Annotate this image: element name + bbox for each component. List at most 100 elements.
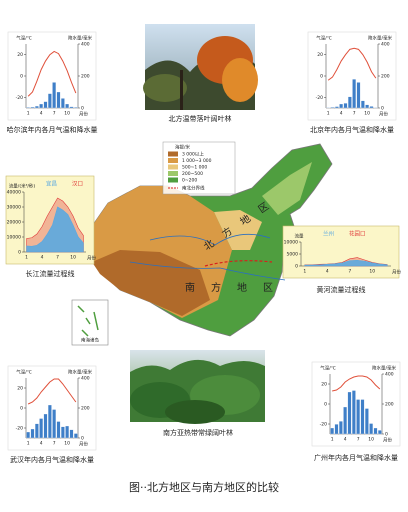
- chart-frame: [282, 225, 400, 279]
- precip-bar: [56, 91, 61, 109]
- y2-axis-label: 降水量/毫米: [68, 369, 93, 376]
- legend-label: 0~200: [182, 178, 197, 184]
- chart-frame: [307, 31, 397, 121]
- x-tick-label: 4: [340, 111, 343, 117]
- x-tick-label: 4: [344, 437, 347, 443]
- precip-bar: [52, 82, 57, 109]
- precip-bar: [377, 430, 382, 435]
- precip-bar: [43, 101, 48, 109]
- precip-bar: [65, 103, 70, 109]
- y-axis-label: 流量/(米³/秒): [9, 183, 36, 190]
- precip-bar: [334, 424, 339, 435]
- photo-north: [143, 24, 258, 110]
- y-axis-label: 气温/℃: [16, 35, 32, 42]
- temperature-line: [27, 378, 77, 405]
- y2-tick-label: 400: [81, 42, 90, 48]
- y2-tick-label: 0: [81, 106, 84, 112]
- y2-tick-label: 400: [385, 372, 394, 378]
- precip-bar: [39, 103, 44, 109]
- temperature-line: [327, 47, 377, 81]
- y-tick-label: 20: [17, 52, 23, 58]
- precip-bar: [356, 399, 361, 435]
- y2-axis-label: 降水量/毫米: [68, 35, 93, 42]
- precip-bar: [339, 103, 344, 109]
- precip-bar: [352, 79, 357, 109]
- x-tick-label: 1: [331, 437, 334, 443]
- temperature-line: [27, 50, 77, 97]
- y2-axis-label: 降水量/毫米: [372, 365, 397, 372]
- x-tick-label: 4: [41, 255, 44, 261]
- y-tick-label: -20: [16, 426, 23, 432]
- precip-bar: [43, 413, 48, 439]
- x-tick-label: 1: [27, 441, 30, 447]
- precip-bar: [364, 408, 369, 435]
- y2-tick-label: 0: [81, 436, 84, 442]
- x-tick-label: 7: [53, 441, 56, 447]
- precip-bar: [69, 106, 74, 109]
- precip-bar: [26, 107, 31, 109]
- legend-swatch: [168, 151, 178, 157]
- x-tick-label: 1: [27, 111, 30, 117]
- photo-caption: 北方温带落叶阔叶林: [169, 114, 232, 123]
- legend-label: 500~1 000: [182, 165, 207, 171]
- x-tick-label: 4: [40, 441, 43, 447]
- precip-bar: [330, 427, 335, 435]
- precip-bar: [26, 431, 31, 439]
- legend-label: 汉口: [72, 180, 83, 188]
- legend-label: 1 000~3 000: [182, 158, 212, 164]
- x-tick-label: 1: [303, 269, 306, 275]
- precip-bar: [334, 106, 339, 109]
- precip-bar: [351, 390, 356, 435]
- caption: 武汉年内各月气温和降水量: [10, 455, 94, 464]
- precip-bar: [338, 421, 343, 435]
- x-tick-label: 10: [364, 111, 370, 117]
- x-tick-label: 10: [368, 437, 374, 443]
- precip-bar: [65, 425, 70, 439]
- caption: 广州年内各月气温和降水量: [314, 453, 398, 462]
- x-tick-label: 10: [369, 269, 375, 275]
- precip-bar: [343, 406, 348, 435]
- y-axis-label: 气温/℃: [316, 35, 332, 42]
- y2-tick-label: 400: [81, 376, 90, 382]
- precip-bar: [69, 429, 74, 439]
- x-tick-label: 4: [40, 111, 43, 117]
- y-tick-label: 20: [321, 382, 327, 388]
- legend-label: 200~500: [182, 171, 203, 177]
- precip-bar: [369, 423, 374, 435]
- precip-bar: [39, 418, 44, 439]
- y-axis-label: 气温/℃: [320, 365, 336, 372]
- x-tick-label: 7: [353, 111, 356, 117]
- map: [85, 143, 333, 337]
- x-tick-label: 4: [326, 269, 329, 275]
- precip-bar: [52, 409, 57, 439]
- y-tick-label: 0: [295, 264, 298, 270]
- y-axis-label: 气温/℃: [16, 369, 32, 376]
- legend-swatch: [168, 171, 178, 176]
- x-axis-label: 月份: [87, 255, 96, 262]
- chart-frame: [7, 31, 97, 121]
- x-tick-label: 7: [53, 111, 56, 117]
- figure-caption: 图··北方地区与南方地区的比较: [129, 480, 279, 494]
- y-tick-label: 0: [20, 74, 23, 80]
- south-region-label: 南方地区: [185, 281, 289, 294]
- precip-bar: [30, 428, 35, 439]
- x-axis-label: 月份: [383, 437, 392, 444]
- y-tick-label: -20: [316, 95, 323, 101]
- y-tick-label: -20: [320, 422, 327, 428]
- x-tick-label: 1: [25, 255, 28, 261]
- x-tick-label: 7: [56, 255, 59, 261]
- y-tick-label: 0: [324, 402, 327, 408]
- legend-label: 宜昌: [46, 180, 57, 188]
- caption: 北京年内各月气温和降水量: [310, 125, 394, 134]
- legend-label: 兰州: [323, 230, 334, 238]
- y2-tick-label: 200: [385, 402, 394, 408]
- y-tick-label: 20: [317, 52, 323, 58]
- x-tick-label: 10: [64, 441, 70, 447]
- y2-tick-label: 200: [81, 406, 90, 412]
- legend-label: 3 000以上: [182, 151, 204, 158]
- legend-swatch: [168, 158, 178, 163]
- inset-map: [71, 299, 109, 346]
- precip-bar: [47, 93, 52, 109]
- flow-area: [304, 259, 388, 267]
- y2-axis-label: 降水量/毫米: [368, 35, 393, 42]
